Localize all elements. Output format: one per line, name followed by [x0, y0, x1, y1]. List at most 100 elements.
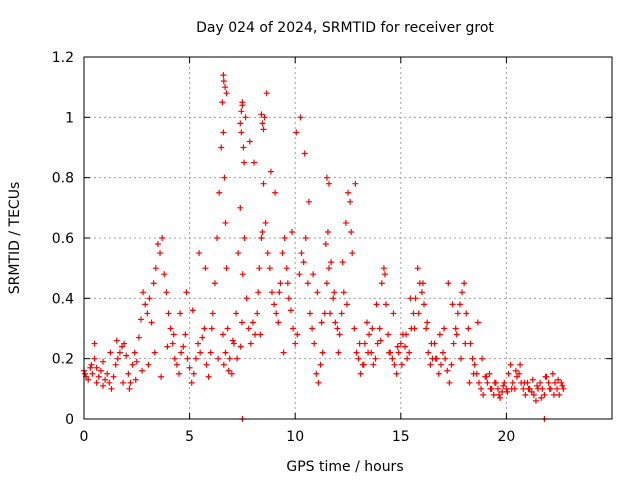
data-point [171, 355, 178, 362]
data-point [170, 331, 177, 338]
data-point [127, 379, 134, 386]
data-point [558, 379, 565, 386]
data-point [267, 168, 274, 175]
data-point [238, 129, 245, 136]
data-point [305, 198, 312, 205]
data-point [352, 180, 359, 187]
data-point [219, 331, 226, 338]
data-point [336, 331, 343, 338]
data-point [247, 340, 254, 347]
data-point [541, 391, 548, 398]
data-point [91, 355, 98, 362]
data-point [537, 379, 544, 386]
data-point [428, 340, 435, 347]
data-point [192, 355, 199, 362]
data-point [444, 367, 451, 374]
data-point [318, 319, 325, 326]
data-point [469, 355, 476, 362]
data-point [292, 340, 299, 347]
data-point [125, 370, 132, 377]
data-point [412, 295, 419, 302]
data-point [238, 319, 245, 326]
data-point [467, 340, 474, 347]
data-point [237, 204, 244, 211]
data-point [91, 340, 98, 347]
data-point [500, 382, 507, 389]
data-point [487, 385, 494, 392]
data-point [258, 235, 265, 241]
data-point [222, 219, 229, 226]
data-point [373, 301, 380, 308]
data-point [522, 391, 529, 398]
data-point [366, 331, 373, 338]
data-point [449, 301, 456, 308]
data-point [370, 361, 377, 368]
data-point [364, 319, 371, 326]
y-tick-label: 0.8 [52, 171, 74, 187]
data-point [186, 364, 193, 371]
data-point [100, 382, 107, 389]
data-point [121, 340, 128, 347]
data-point [345, 189, 351, 196]
data-point [190, 370, 197, 377]
data-point [394, 343, 401, 350]
data-point [243, 295, 250, 302]
data-point [220, 78, 227, 85]
data-point [135, 334, 142, 341]
data-point [542, 373, 549, 380]
data-point [435, 370, 442, 377]
data-point [205, 373, 212, 380]
data-point [163, 289, 170, 296]
data-point [116, 349, 123, 356]
data-point [334, 325, 341, 332]
data-point [530, 391, 537, 398]
data-point [158, 373, 165, 380]
data-point [509, 379, 516, 386]
data-point [259, 228, 266, 235]
data-point [293, 129, 300, 136]
data-point [453, 331, 460, 338]
data-point [463, 310, 470, 317]
data-point [142, 301, 149, 308]
data-point [395, 349, 402, 356]
data-point [159, 235, 166, 241]
data-point [539, 385, 546, 392]
data-point [237, 120, 244, 127]
data-point [220, 361, 227, 368]
data-point [331, 289, 338, 296]
data-point [441, 325, 448, 332]
data-point [503, 385, 510, 392]
data-point [406, 349, 413, 356]
data-point [389, 355, 396, 362]
data-point [164, 343, 171, 350]
data-point [556, 391, 563, 398]
data-point [131, 349, 138, 356]
data-point [380, 265, 387, 272]
data-point [176, 370, 183, 377]
data-point [120, 379, 127, 386]
data-point [445, 280, 452, 287]
data-point [224, 325, 231, 332]
data-point [471, 361, 478, 368]
data-point [260, 126, 267, 133]
data-point [256, 265, 263, 272]
data-point [85, 376, 92, 383]
data-point [355, 355, 362, 362]
data-point [113, 337, 120, 344]
data-point [255, 289, 262, 296]
data-point [263, 90, 270, 97]
data-point [454, 310, 461, 317]
data-point [208, 325, 215, 332]
data-point [551, 379, 558, 386]
data-point [328, 259, 335, 266]
data-point [114, 355, 121, 362]
data-point [252, 331, 259, 338]
data-point [321, 310, 328, 317]
data-point [214, 235, 221, 241]
data-point [383, 301, 390, 308]
data-point [140, 289, 147, 296]
data-point [245, 325, 252, 332]
data-point [402, 343, 409, 350]
data-point [132, 376, 139, 383]
data-point [173, 361, 180, 368]
